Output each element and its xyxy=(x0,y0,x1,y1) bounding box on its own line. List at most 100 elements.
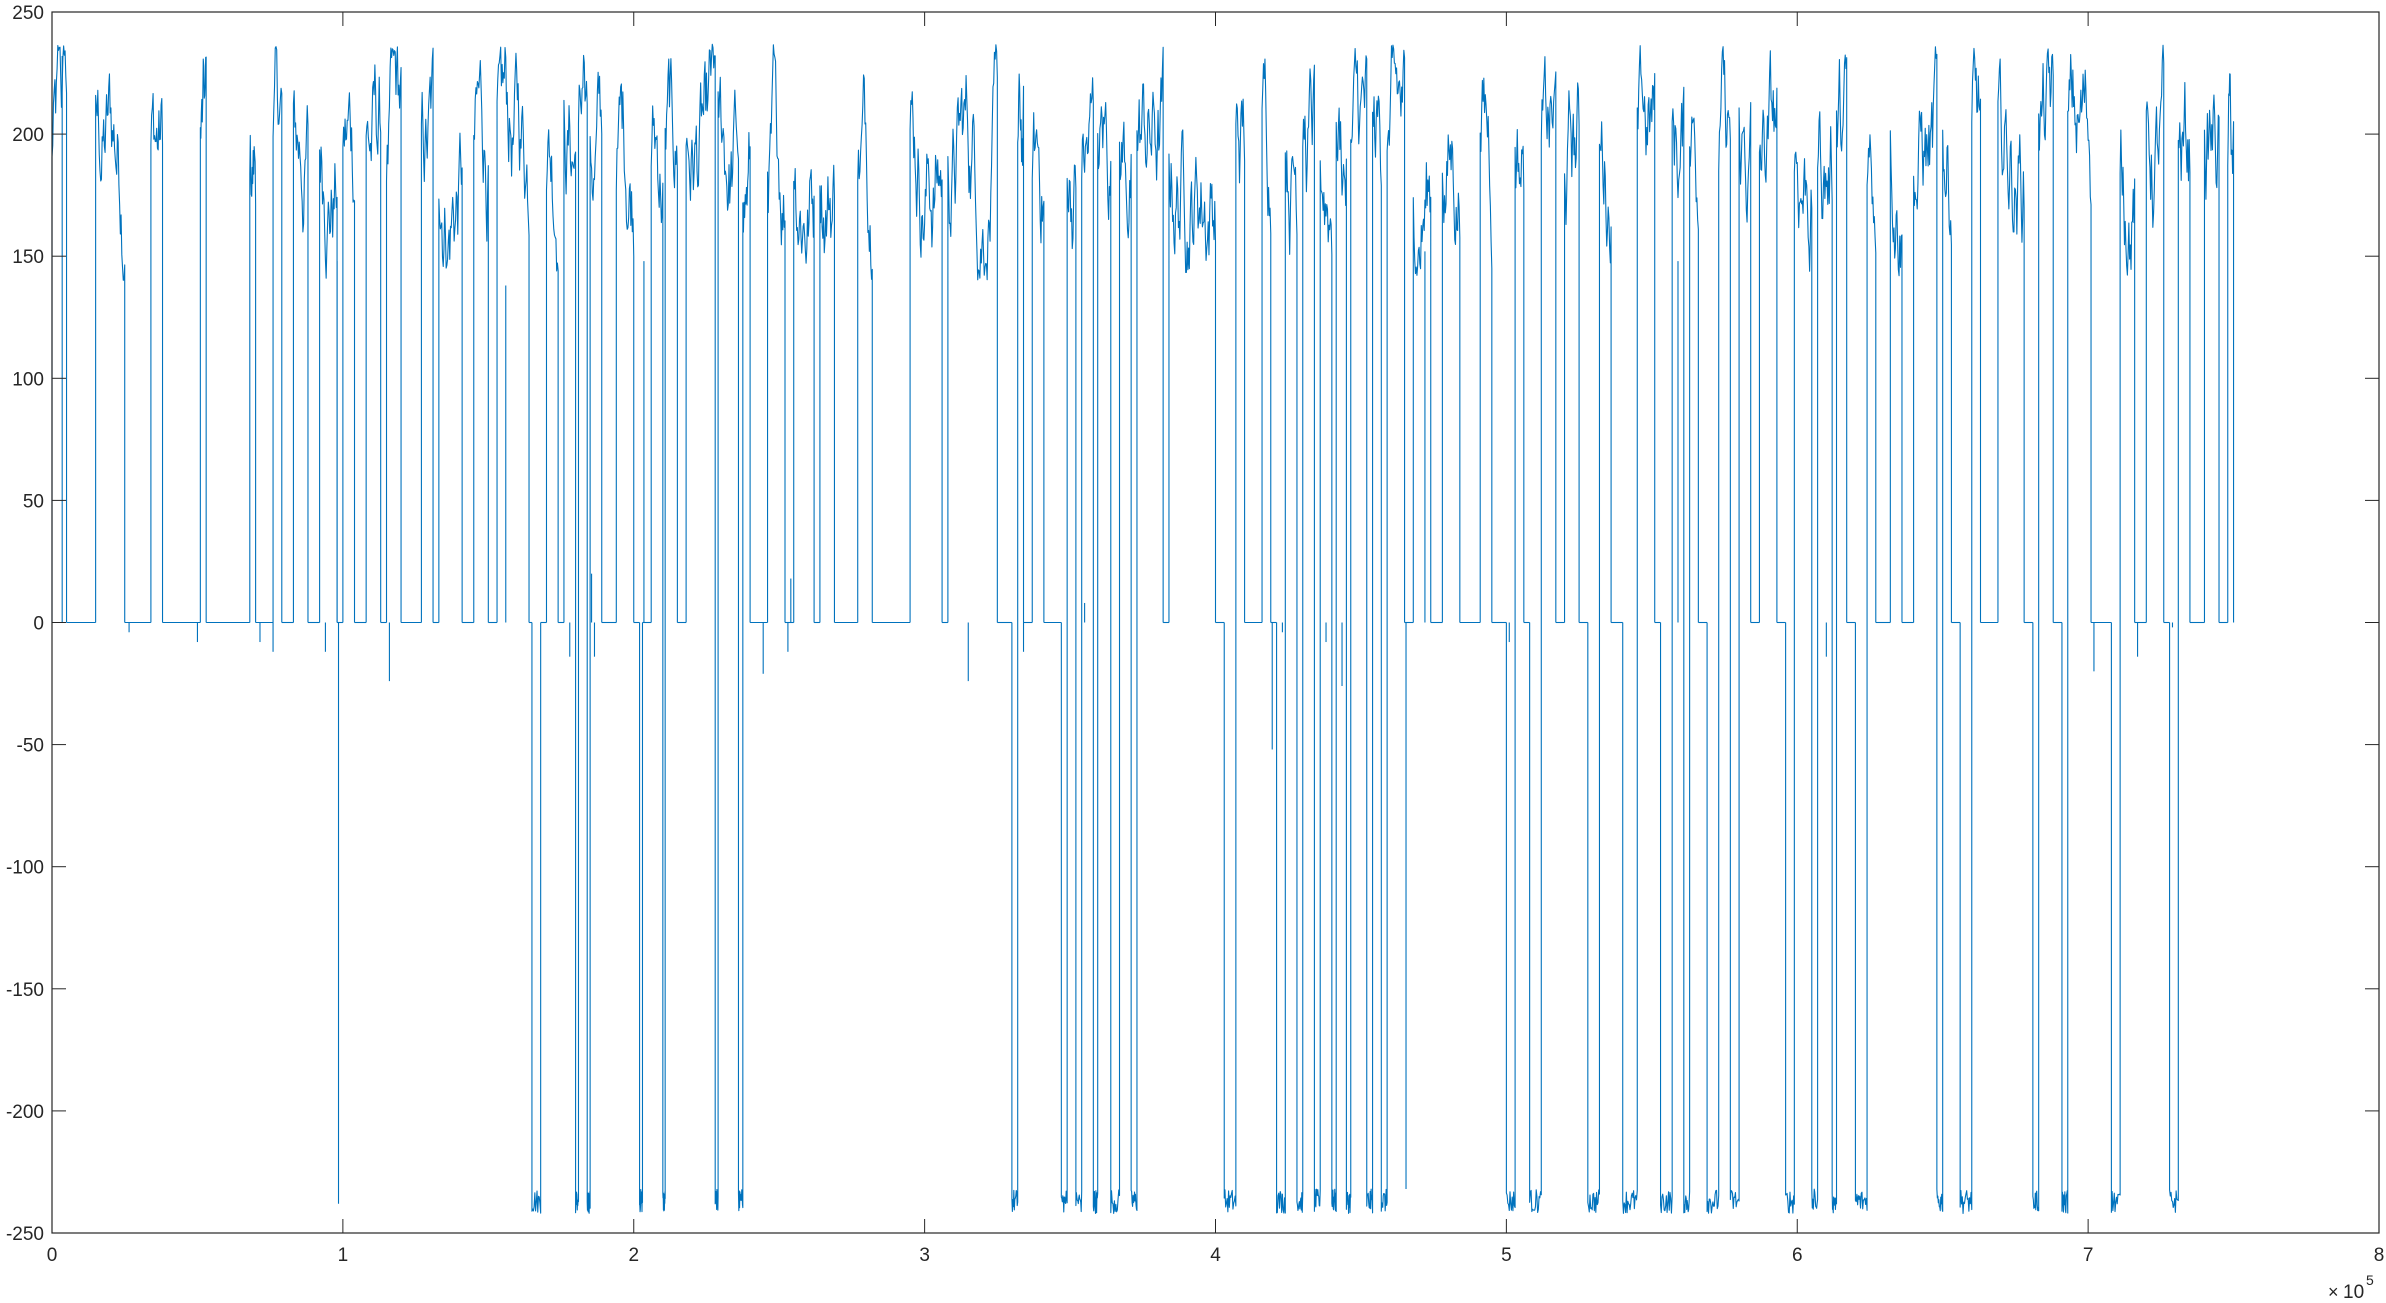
series-segment-38 xyxy=(589,71,603,623)
series-segment-74 xyxy=(1081,77,1094,623)
series-segment-44 xyxy=(650,105,664,623)
series-segment-108 xyxy=(1479,77,1493,623)
series-segment-73 xyxy=(1075,622,1083,1213)
series-segment-95 xyxy=(1331,622,1337,1213)
y-tick-label: 250 xyxy=(12,3,44,24)
series-segment-12 xyxy=(292,90,309,623)
x-tick-labels: 0 1 2 3 4 5 6 7 8 xyxy=(47,1245,2385,1266)
series-segment-146 xyxy=(1889,130,1903,623)
series-segment-158 xyxy=(2038,48,2054,623)
series-segment-134 xyxy=(1758,50,1778,623)
series-segment-30 xyxy=(531,622,542,1214)
series-segment-153 xyxy=(1971,47,1982,623)
series-segment-132 xyxy=(1738,102,1752,623)
series-segment-157 xyxy=(2032,622,2040,1212)
series-segment-137 xyxy=(1793,151,1813,623)
series-segment-82 xyxy=(1168,129,1217,623)
series-segment-161 xyxy=(2067,53,2092,623)
x-tick-label: 0 xyxy=(47,1245,58,1266)
series-segment-32 xyxy=(545,129,559,623)
series-segment-119 xyxy=(1598,121,1612,623)
x-tick-label: 2 xyxy=(628,1245,639,1266)
series-segment-100 xyxy=(1372,95,1382,623)
series-segment-26 xyxy=(473,60,489,623)
series-segment-46 xyxy=(664,58,678,623)
series-segment-54 xyxy=(767,44,786,623)
series-segment-94 xyxy=(1319,160,1333,623)
series-segment-141 xyxy=(1835,54,1848,623)
series-segment-140 xyxy=(1831,622,1838,1214)
series-segment-77 xyxy=(1110,622,1121,1214)
series-segment-139 xyxy=(1817,111,1833,623)
series-segment-20 xyxy=(385,46,402,623)
series-segment-4 xyxy=(150,92,164,623)
x-exponent-base: 10 xyxy=(2343,1282,2364,1303)
y-tick-label: -50 xyxy=(17,736,44,757)
series-segment-171 xyxy=(2203,94,2220,623)
series-segment-24 xyxy=(438,132,463,623)
series-segment-92 xyxy=(1302,64,1315,623)
series-segment-116 xyxy=(1564,82,1580,623)
y-tick-label: -250 xyxy=(6,1224,44,1245)
series-segment-169 xyxy=(2177,82,2191,623)
y-tick-label: 150 xyxy=(12,247,44,268)
series-segment-48 xyxy=(685,43,716,623)
series-segment-163 xyxy=(2110,622,2121,1213)
series-segment-97 xyxy=(1345,622,1352,1214)
x-exponent-times: × xyxy=(2328,1282,2339,1302)
series-segment-67 xyxy=(1017,73,1025,623)
series-segment-106 xyxy=(1441,134,1461,623)
series-segment-49 xyxy=(714,622,719,1211)
y-tick-label: 200 xyxy=(12,125,44,146)
series-segment-45 xyxy=(662,622,666,1212)
series-segment-173 xyxy=(2227,73,2235,623)
series-segment-129 xyxy=(1706,622,1720,1214)
series-segment-144 xyxy=(1866,134,1877,623)
series-segment-90 xyxy=(1284,150,1298,623)
series-segment-40 xyxy=(615,83,635,623)
series-segment-6 xyxy=(199,56,207,623)
series-segment-99 xyxy=(1366,622,1374,1214)
series-segment-28 xyxy=(496,46,530,623)
series-segment-164 xyxy=(2119,129,2136,623)
x-tick-label: 4 xyxy=(1210,1245,1221,1266)
y-tick-label: 50 xyxy=(23,491,44,512)
y-tick-label: -200 xyxy=(6,1102,44,1123)
series-layer xyxy=(51,43,2235,1215)
x-tick-label: 8 xyxy=(2374,1245,2385,1266)
series-segment-79 xyxy=(1130,622,1138,1212)
series-segment-64 xyxy=(947,44,998,623)
series-segment-0 xyxy=(51,45,68,623)
series-segment-125 xyxy=(1671,86,1685,623)
series-segment-93 xyxy=(1313,622,1321,1212)
series-segment-51 xyxy=(737,622,744,1212)
x-exponent-power: 5 xyxy=(2366,1272,2374,1288)
series-segment-76 xyxy=(1097,101,1112,623)
series-segment-98 xyxy=(1350,47,1368,623)
series-segment-168 xyxy=(2169,622,2179,1213)
series-segment-104 xyxy=(1412,162,1432,623)
series-segment-148 xyxy=(1913,46,1938,623)
series-segment-58 xyxy=(819,164,835,623)
series-segment-118 xyxy=(1587,622,1601,1213)
y-tick-labels: 250 200 150 100 50 0 -50 -100 -150 -200 -250 xyxy=(6,3,44,1245)
series-segment-60 xyxy=(857,74,873,623)
series-segment-66 xyxy=(1011,622,1019,1213)
series-segment-101 xyxy=(1380,622,1388,1212)
x-tick-label: 7 xyxy=(2083,1245,2094,1266)
series-segment-14 xyxy=(319,146,338,623)
series-segment-111 xyxy=(1514,129,1525,623)
series-segment-110 xyxy=(1505,622,1516,1212)
series-segment-37 xyxy=(586,622,591,1214)
series-segment-126 xyxy=(1683,622,1691,1214)
series-segment-42 xyxy=(639,622,644,1213)
series-segment-75 xyxy=(1092,622,1099,1214)
series-segment-50 xyxy=(717,76,740,623)
series-segment-80 xyxy=(1136,46,1164,623)
series-segment-138 xyxy=(1811,622,1819,1210)
series-segment-155 xyxy=(1997,58,2025,623)
series-segment-52 xyxy=(742,132,751,623)
x-tick-label: 3 xyxy=(919,1245,930,1266)
series-segment-36 xyxy=(577,54,588,623)
